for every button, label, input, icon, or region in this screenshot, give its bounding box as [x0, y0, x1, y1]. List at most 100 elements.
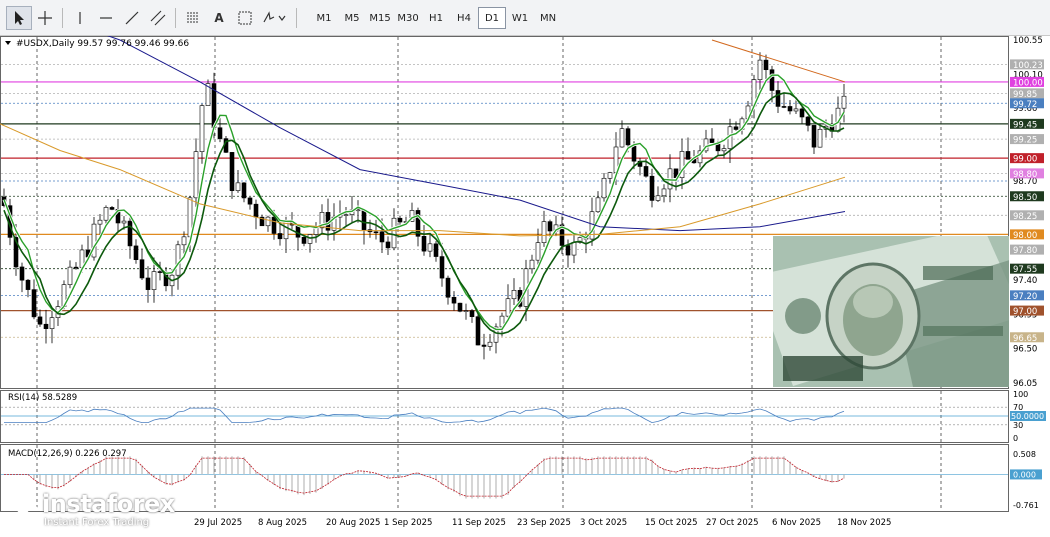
candle-body [373, 231, 379, 234]
price-tag-label: 98.25 [1013, 212, 1037, 222]
candle-body [451, 296, 457, 304]
trendline-icon[interactable] [119, 6, 145, 30]
price-tag-label: 99.45 [1013, 120, 1037, 130]
price-tag [1010, 290, 1044, 301]
price-tag [1010, 153, 1044, 164]
candle-body [19, 266, 25, 281]
price-tag-label: 97.80 [1013, 246, 1037, 256]
candle-body [49, 317, 55, 329]
candle-body [193, 151, 199, 199]
candle-body [241, 182, 247, 199]
timeframe-h1[interactable]: H1 [429, 12, 443, 24]
timeframe-w1[interactable]: W1 [511, 12, 529, 24]
macd-scale-label: -0.761 [1013, 501, 1039, 510]
candle-body [205, 83, 211, 106]
candle-body [307, 234, 313, 244]
candle-body [319, 212, 325, 229]
timeframe-bar: M1 M5 M15 M30 H1 H4 D1 W1 MN [310, 6, 562, 30]
price-tag [1010, 210, 1044, 221]
candle-body [181, 236, 187, 246]
arrows-icon[interactable] [258, 6, 292, 30]
candle-body [619, 128, 625, 148]
candle-body [391, 217, 397, 249]
timeframe-m15[interactable]: M15 [369, 12, 391, 24]
candle-body [535, 242, 541, 261]
candle-body [31, 289, 37, 318]
timeframe-m30[interactable]: M30 [397, 12, 419, 24]
price-tag [1010, 168, 1044, 179]
timeframe-d1[interactable]: D1 [478, 7, 506, 29]
hundred-dollar-illustration [773, 236, 1009, 387]
price-tag [1010, 244, 1044, 255]
candle-body [793, 108, 799, 112]
candle-body [721, 148, 727, 152]
horizontal-line-icon[interactable] [93, 6, 119, 30]
date-axis-label: 3 Oct 2025 [580, 518, 627, 528]
rsi-scale-label: 50.0000 [1011, 412, 1044, 421]
channel-icon[interactable] [145, 6, 171, 30]
logo-star-icon [8, 492, 38, 524]
candle-body [379, 231, 385, 243]
price-tag [1010, 191, 1044, 202]
candle-body [433, 243, 439, 257]
price-tag-label: 97.55 [1013, 265, 1037, 275]
candle-body [505, 298, 511, 317]
macd-scale-label: 0.508 [1013, 450, 1036, 459]
candle-body [595, 197, 601, 213]
timeframe-m1[interactable]: M1 [316, 12, 332, 24]
rsi-scale-label: 0 [1013, 434, 1018, 443]
resistance-trendline [711, 39, 846, 83]
candle-body [97, 219, 103, 225]
candle-body [487, 341, 493, 347]
candle-body [655, 195, 661, 201]
rsi-tag [1010, 411, 1046, 421]
price-tag [1010, 229, 1044, 240]
candle-body [235, 182, 241, 191]
text-icon[interactable]: A [206, 6, 232, 30]
date-axis-label: 15 Oct 2025 [645, 518, 698, 528]
date-axis-label: 8 Aug 2025 [258, 518, 307, 528]
candle-body [265, 216, 271, 227]
candle-body [769, 69, 775, 91]
rsi-pane [0, 390, 1009, 443]
price-tag-label: 98.50 [1013, 193, 1037, 203]
candle-body [565, 245, 571, 256]
candle-body [685, 151, 691, 160]
candle-body [247, 197, 253, 205]
timeframe-h4[interactable]: H4 [457, 12, 471, 24]
candle-body [781, 106, 787, 108]
instaforex-logo: instaforex Instant Forex Trading [6, 490, 181, 530]
candle-body [631, 144, 637, 162]
macd-scale-label: 0.000 [1013, 470, 1036, 479]
candle-body [91, 223, 97, 258]
fibonacci-icon[interactable] [180, 6, 206, 30]
text-label-icon[interactable] [232, 6, 258, 30]
logo-wordmark: instaforex [42, 490, 175, 518]
cursor-icon[interactable] [6, 6, 32, 30]
candle-body [643, 166, 649, 177]
candle-body [25, 279, 31, 290]
toolbar-divider [62, 8, 63, 28]
candle-body [229, 152, 235, 191]
logo-tagline: Instant Forex Trading [44, 517, 150, 528]
timeframe-m5[interactable]: M5 [344, 12, 360, 24]
price-tag [1010, 118, 1044, 129]
candle-body [733, 126, 739, 130]
price-scale-label: 97.40 [1013, 276, 1037, 286]
date-axis-label: 6 Nov 2025 [772, 518, 821, 528]
text-tool-label: A [214, 11, 224, 25]
macd-tag [1010, 469, 1042, 480]
candle-body [301, 236, 307, 244]
crosshair-icon[interactable] [32, 6, 58, 30]
timeframe-mn[interactable]: MN [539, 12, 557, 24]
candle-body [799, 108, 805, 118]
price-scale-label: 96.50 [1013, 345, 1037, 355]
candle-body [787, 106, 793, 112]
candle-body [469, 310, 475, 317]
vertical-line-icon[interactable] [67, 6, 93, 30]
price-scale-label: 99.66 [1013, 104, 1037, 114]
price-tag-label: 98.00 [1013, 231, 1037, 241]
candle-body [385, 241, 391, 249]
